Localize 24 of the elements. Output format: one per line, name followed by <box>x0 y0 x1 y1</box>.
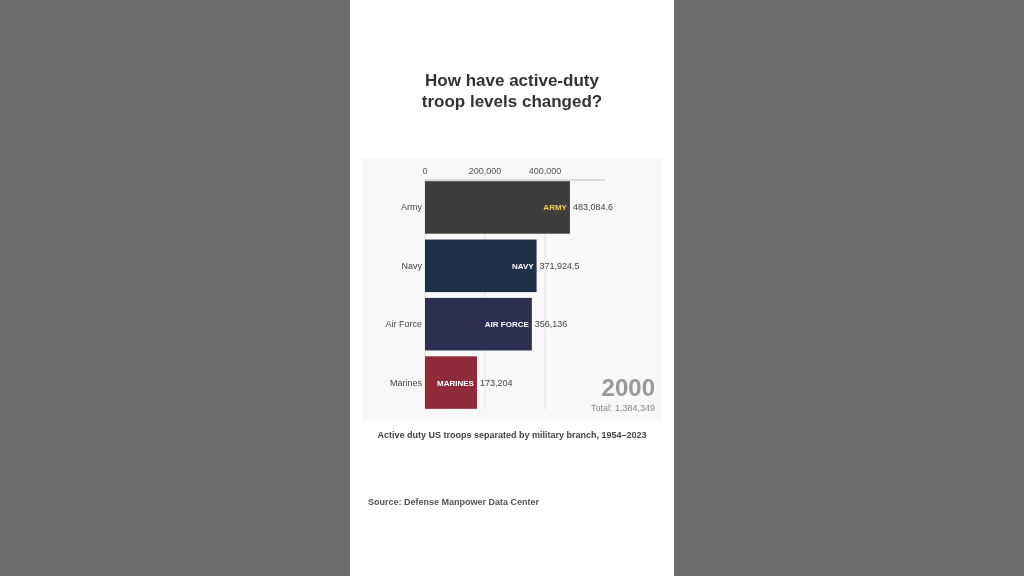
annotation: ARMY <box>543 203 568 213</box>
data-label: 173,204 <box>479 377 513 388</box>
source-note: Source: Defense Manpower Data Center <box>368 497 540 507</box>
x-tick-label: 0 <box>422 166 428 176</box>
text: Active duty US troops separated by military branch, 1954–2023 <box>377 430 647 440</box>
x-tick-label: 400,000 <box>528 166 562 176</box>
y-tick-label: Army <box>401 202 423 213</box>
annotation: Total: 1,384,349 <box>590 403 655 413</box>
y-tick-label: Navy <box>401 260 423 271</box>
annotation: AIR FORCE <box>484 320 530 330</box>
x-tick-label: 200,000 <box>468 166 502 176</box>
bar <box>425 239 537 293</box>
bar <box>425 356 477 409</box>
data-label: 356,136 <box>534 319 568 330</box>
annotation: NAVY <box>511 261 535 271</box>
data-label: 483,084.6 <box>572 202 613 213</box>
chart-title: How have active-duty troop levels changed? <box>421 71 603 111</box>
annotation: 2000 <box>601 374 655 401</box>
y-tick-label: Marines <box>389 377 423 388</box>
data-label: 371,924.5 <box>539 260 580 271</box>
bar <box>425 181 570 234</box>
y-tick-label: Air Force <box>385 319 422 330</box>
annotation: MARINES <box>437 378 475 388</box>
bar <box>425 297 532 351</box>
